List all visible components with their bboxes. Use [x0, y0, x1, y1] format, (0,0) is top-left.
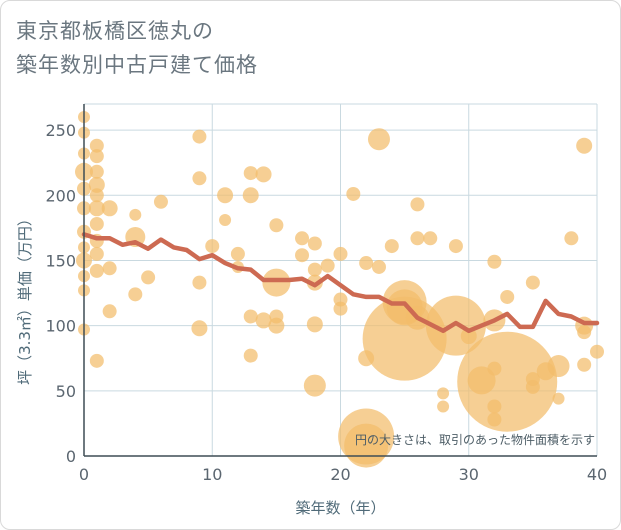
data-bubble	[500, 289, 515, 304]
data-bubble	[590, 344, 604, 359]
data-bubble	[295, 231, 310, 246]
data-bubble	[467, 366, 496, 395]
data-bubble	[359, 256, 374, 271]
data-bubble	[102, 304, 117, 319]
bubble-size-note: 円の大きさは、取引のあった物件面積を示す	[355, 432, 595, 447]
x-tick-label: 10	[202, 465, 222, 484]
y-tick-label: 50	[56, 382, 76, 401]
data-bubble	[333, 246, 348, 261]
y-tick-label: 0	[66, 447, 76, 466]
data-bubble	[307, 262, 322, 277]
data-bubble	[384, 239, 399, 254]
data-bubble	[205, 239, 220, 254]
data-bubble	[333, 301, 348, 316]
data-bubble	[423, 231, 438, 246]
data-bubble	[243, 309, 258, 324]
data-bubble	[243, 348, 258, 363]
title-line-2: 築年数別中古戸建て価格	[16, 53, 258, 77]
data-bubble	[487, 412, 502, 427]
tick-labels: 0 50 100 150 200 250 0 10 20 30 40	[45, 121, 607, 484]
data-bubble	[320, 258, 335, 273]
data-bubble	[192, 129, 207, 144]
data-bubble	[217, 187, 234, 204]
y-axis-title: 坪（3.3㎡）単価（万円）	[16, 211, 34, 385]
data-bubble	[295, 248, 310, 263]
axes	[83, 104, 597, 457]
average-price-line	[81, 232, 600, 334]
data-bubble	[89, 149, 104, 164]
data-bubble	[242, 187, 259, 204]
data-bubble	[457, 331, 558, 432]
y-tick-label: 100	[45, 317, 76, 336]
data-bubble	[219, 214, 232, 227]
x-tick-label: 20	[330, 465, 350, 484]
y-tick-label: 250	[45, 121, 76, 140]
x-tick-label: 40	[587, 465, 607, 484]
data-bubble	[358, 350, 375, 367]
data-bubble	[191, 320, 208, 337]
data-bubble	[255, 312, 272, 329]
data-bubble	[230, 246, 245, 261]
data-bubble	[88, 176, 105, 193]
data-bubble	[525, 379, 540, 394]
data-bubble	[564, 231, 579, 246]
data-bubble	[102, 261, 117, 276]
data-bubble	[487, 254, 502, 269]
data-bubble	[448, 239, 463, 254]
title-line-1: 東京都板橋区徳丸の	[16, 19, 214, 43]
data-bubble	[89, 263, 104, 278]
grid-lines	[84, 103, 598, 456]
data-bubble	[371, 259, 386, 274]
data-bubble	[525, 275, 540, 290]
x-tick-label: 0	[79, 465, 89, 484]
data-bubble	[128, 287, 143, 302]
y-tick-label: 200	[45, 186, 76, 205]
data-bubble	[410, 197, 425, 212]
data-bubble	[552, 392, 565, 405]
data-bubble	[577, 357, 592, 372]
data-bubble	[410, 231, 425, 246]
data-bubble	[262, 268, 291, 297]
data-bubble	[306, 316, 323, 333]
trend-line-layer	[81, 232, 600, 334]
data-bubble	[88, 200, 105, 217]
x-tick-label: 30	[459, 465, 479, 484]
data-bubble	[460, 328, 477, 345]
data-bubble	[576, 137, 593, 154]
data-bubble	[129, 208, 142, 221]
data-bubble	[89, 188, 104, 203]
data-bubble	[367, 128, 390, 151]
bubble-layer	[75, 111, 604, 468]
data-bubble	[192, 171, 207, 186]
data-bubble	[577, 325, 592, 340]
data-bubble	[89, 353, 104, 368]
data-bubble	[536, 362, 555, 381]
data-bubble	[192, 275, 207, 290]
data-bubble	[303, 374, 326, 397]
data-bubble	[437, 387, 450, 400]
chart-title: 東京都板橋区徳丸の 築年数別中古戸建て価格	[16, 14, 258, 82]
data-bubble	[153, 194, 168, 209]
data-bubble	[243, 166, 258, 181]
data-bubble	[255, 166, 272, 183]
x-axis-title: 築年数（年）	[295, 499, 385, 517]
data-bubble	[487, 399, 502, 414]
data-bubble	[487, 361, 502, 376]
data-bubble	[346, 186, 361, 201]
data-bubble	[307, 236, 322, 251]
data-bubble	[437, 400, 450, 413]
data-bubble	[89, 216, 104, 231]
data-bubble	[141, 270, 156, 285]
data-bubble	[101, 200, 118, 217]
data-bubble	[89, 138, 104, 153]
data-bubble	[269, 218, 284, 233]
data-bubble	[89, 164, 104, 179]
y-tick-label: 150	[45, 251, 76, 270]
data-bubble	[269, 309, 284, 324]
data-bubble	[89, 246, 104, 261]
